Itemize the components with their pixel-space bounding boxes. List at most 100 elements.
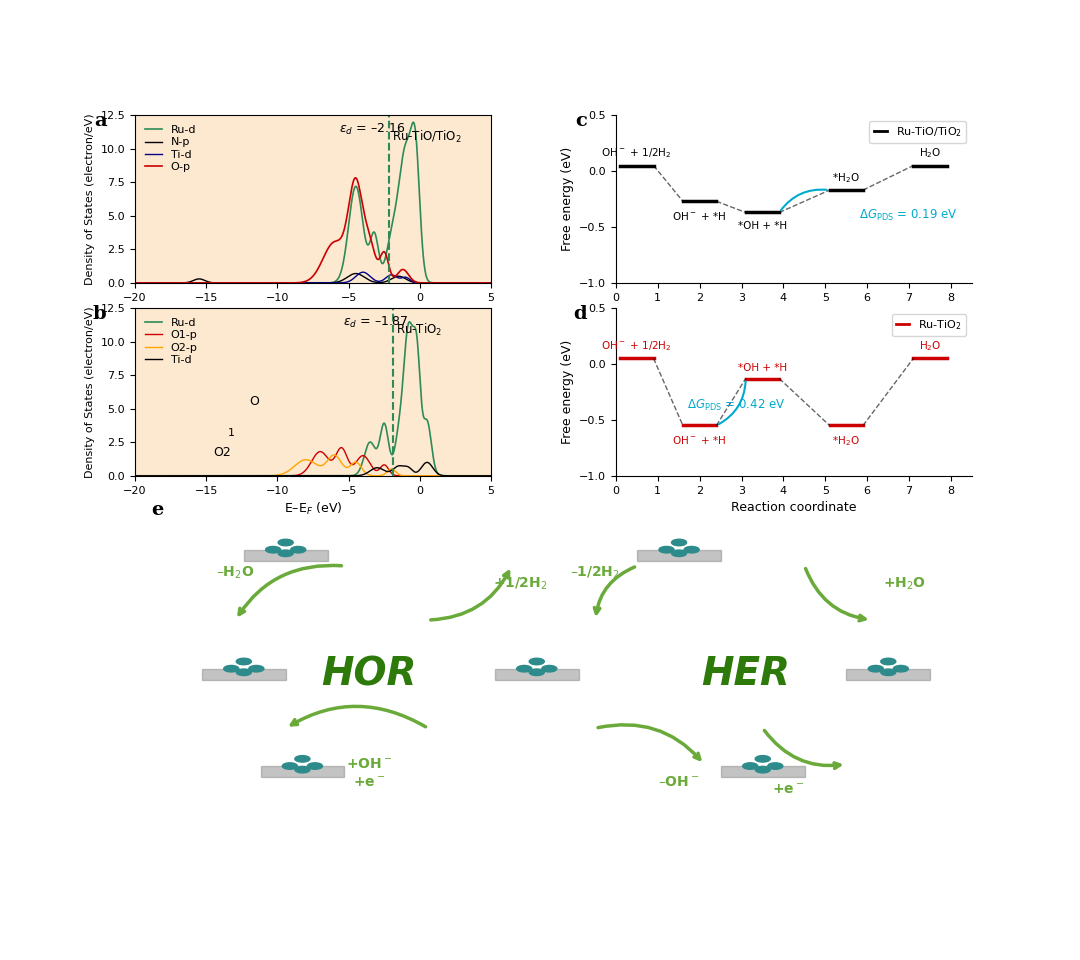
Y-axis label: Free energy (eV): Free energy (eV): [561, 340, 573, 444]
X-axis label: E–E$_F$ (eV): E–E$_F$ (eV): [284, 308, 342, 324]
X-axis label: Reaction coordinate: Reaction coordinate: [731, 308, 856, 322]
Ti-d: [147, 277, 160, 289]
Ru-d: [474, 277, 487, 289]
O1-p: [147, 470, 160, 482]
Text: *OH + *H: *OH + *H: [738, 222, 787, 231]
Circle shape: [237, 669, 252, 676]
Ru-d: [474, 470, 487, 482]
Legend: Ru-TiO/TiO$_2$: Ru-TiO/TiO$_2$: [869, 121, 967, 143]
Text: $\Delta G_{\mathrm{PDS}}$ = 0.19 eV: $\Delta G_{\mathrm{PDS}}$ = 0.19 eV: [859, 208, 957, 224]
Ru-d: [301, 470, 314, 482]
Ru-d: [147, 277, 160, 289]
Text: Ru-TiO$_2$: Ru-TiO$_2$: [396, 322, 442, 338]
Ru-d: [485, 470, 498, 482]
Circle shape: [529, 659, 544, 664]
Ru-d: [409, 127, 422, 138]
Ti-d: [485, 470, 498, 482]
Circle shape: [282, 763, 297, 769]
Line: Ti-d: Ti-d: [135, 463, 491, 476]
Circle shape: [755, 766, 770, 773]
Text: H$_2$O: H$_2$O: [919, 339, 942, 352]
Text: OH$^-$ + *H: OH$^-$ + *H: [673, 435, 727, 446]
O1-p: [474, 470, 487, 482]
X-axis label: E–E$_F$ (eV): E–E$_F$ (eV): [284, 501, 342, 517]
Text: HER: HER: [702, 655, 791, 693]
N-p: [293, 277, 306, 289]
Ti-d: [485, 277, 498, 289]
O1-p: [129, 470, 141, 482]
Circle shape: [542, 665, 557, 672]
O1-p: [409, 470, 422, 482]
Ru-d: [293, 470, 306, 482]
O2-p: [293, 457, 306, 468]
O1-p: [474, 470, 487, 482]
Ru-d: [301, 277, 314, 289]
Text: HOR: HOR: [322, 655, 417, 693]
Circle shape: [291, 546, 306, 553]
Text: +e$^-$: +e$^-$: [772, 782, 804, 797]
O1-p: [485, 470, 498, 482]
Ru-d: [474, 277, 487, 289]
O-p: [409, 276, 422, 288]
Ti-d: [301, 277, 314, 289]
Ti-d: [474, 277, 487, 289]
O2-p: [474, 470, 487, 482]
O2-p: [129, 470, 141, 482]
Circle shape: [672, 540, 687, 545]
O-p: [147, 277, 160, 289]
O2-p: [327, 449, 340, 461]
Circle shape: [768, 763, 783, 769]
Text: e: e: [151, 501, 164, 519]
Circle shape: [659, 546, 674, 553]
Text: –1/2H$_2$: –1/2H$_2$: [570, 564, 620, 582]
Circle shape: [266, 546, 281, 553]
Text: +1/2H$_2$: +1/2H$_2$: [492, 576, 548, 592]
Ti-d: [293, 470, 306, 482]
Ti-d: [129, 470, 141, 482]
Ru-d: [407, 116, 420, 128]
Text: OH$^-$ + 1/2H$_2$: OH$^-$ + 1/2H$_2$: [602, 146, 672, 160]
Bar: [260, 766, 345, 777]
O-p: [301, 275, 314, 286]
Line: O2-p: O2-p: [135, 455, 491, 476]
Ru-d: [474, 470, 487, 482]
Ru-d: [129, 277, 141, 289]
Circle shape: [672, 550, 687, 557]
Circle shape: [529, 669, 544, 676]
Ru-d: [485, 277, 498, 289]
Circle shape: [237, 659, 252, 664]
Text: *H$_2$O: *H$_2$O: [833, 435, 860, 448]
X-axis label: Reaction coordinate: Reaction coordinate: [731, 501, 856, 514]
Text: +H$_2$O: +H$_2$O: [883, 576, 927, 592]
Circle shape: [295, 756, 310, 762]
Text: $\Delta G_{\mathrm{PDS}}$ = 0.42 eV: $\Delta G_{\mathrm{PDS}}$ = 0.42 eV: [687, 397, 785, 413]
Line: Ru-d: Ru-d: [135, 122, 491, 283]
Line: Ru-d: Ru-d: [135, 322, 491, 476]
O-p: [293, 276, 306, 288]
Text: OH$^-$ + *H: OH$^-$ + *H: [673, 210, 727, 222]
Circle shape: [248, 665, 264, 672]
O-p: [474, 277, 487, 289]
Text: O: O: [249, 395, 259, 408]
Ti-d: [301, 470, 314, 482]
Ru-d: [403, 316, 416, 327]
Text: O2: O2: [214, 445, 231, 459]
N-p: [474, 277, 487, 289]
Circle shape: [893, 665, 908, 672]
Text: Ru-TiO/TiO$_2$: Ru-TiO/TiO$_2$: [392, 129, 462, 145]
Circle shape: [279, 540, 293, 545]
Text: b: b: [93, 304, 107, 323]
O-p: [474, 277, 487, 289]
O1-p: [335, 442, 348, 453]
O1-p: [293, 469, 306, 481]
N-p: [129, 277, 141, 289]
Bar: [495, 669, 579, 680]
Text: –H$_2$O: –H$_2$O: [216, 564, 255, 582]
Text: c: c: [576, 112, 588, 130]
O2-p: [301, 454, 314, 466]
Ti-d: [293, 277, 306, 289]
Ti-d: [129, 277, 141, 289]
O1-p: [301, 461, 314, 472]
Bar: [847, 669, 930, 680]
N-p: [474, 277, 487, 289]
